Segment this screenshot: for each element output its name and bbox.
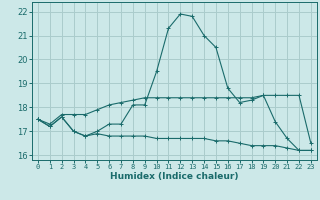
X-axis label: Humidex (Indice chaleur): Humidex (Indice chaleur) <box>110 172 239 181</box>
